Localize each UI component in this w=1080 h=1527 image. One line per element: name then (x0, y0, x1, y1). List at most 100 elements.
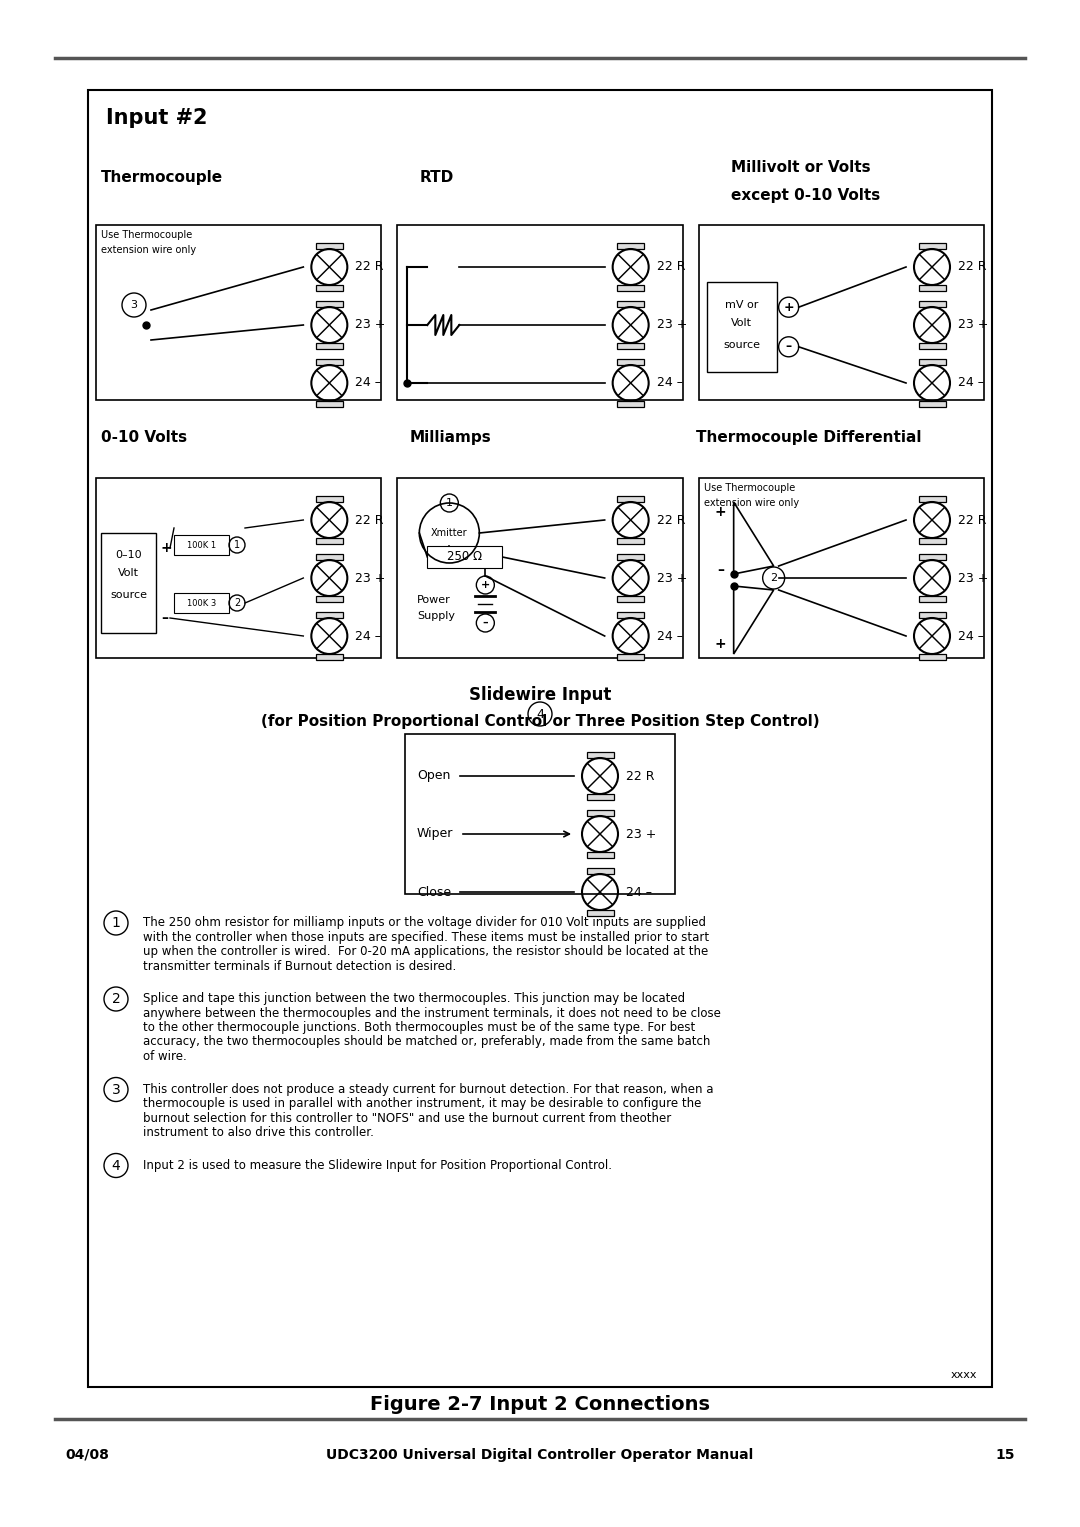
Text: xxxx: xxxx (950, 1370, 977, 1380)
Bar (586, 809, 613, 815)
Text: accuracy, the two thermocouples should be matched or, preferably, made from the : accuracy, the two thermocouples should b… (143, 1035, 711, 1049)
Text: 15: 15 (996, 1448, 1015, 1461)
Bar (586, 794, 613, 800)
Text: 3: 3 (111, 1083, 120, 1096)
Text: 100K 1: 100K 1 (187, 541, 216, 550)
Bar (918, 612, 945, 618)
Bar (617, 344, 644, 350)
Bar (706, 282, 777, 373)
Text: Millivolt or Volts: Millivolt or Volts (731, 160, 870, 176)
Bar (315, 596, 342, 602)
Bar (918, 344, 945, 350)
Bar (617, 654, 644, 660)
Text: 2: 2 (111, 993, 120, 1006)
Bar (315, 344, 342, 350)
Bar (918, 286, 945, 292)
Text: Milliamps: Milliamps (409, 431, 491, 444)
Text: The 250 ohm resistor for milliamp inputs or the voltage divider for 010 Volt inp: The 250 ohm resistor for milliamp inputs… (143, 916, 706, 928)
Text: Use Thermocouple: Use Thermocouple (102, 231, 192, 240)
Text: 22 R: 22 R (626, 770, 654, 782)
Text: 23 +: 23 + (657, 319, 687, 331)
Text: except 0-10 Volts: except 0-10 Volts (731, 188, 880, 203)
Text: Thermocouple Differential: Thermocouple Differential (696, 431, 921, 444)
Text: RTD: RTD (419, 169, 454, 185)
Text: Volt: Volt (118, 568, 139, 579)
Text: –: – (483, 618, 488, 628)
Bar (617, 538, 644, 544)
Text: 24 –: 24 – (657, 377, 683, 389)
Text: 22 R: 22 R (657, 513, 685, 527)
Text: thermocouple is used in parallel with another instrument, it may be desirable to: thermocouple is used in parallel with an… (143, 1096, 701, 1110)
Bar (617, 286, 644, 292)
Text: with the controller when those inputs are specified. These items must be install: with the controller when those inputs ar… (143, 930, 710, 944)
Text: source: source (110, 589, 147, 600)
Text: 24 –: 24 – (958, 629, 984, 643)
Text: transmitter terminals if Burnout detection is desired.: transmitter terminals if Burnout detecti… (143, 959, 456, 973)
Bar (617, 359, 644, 365)
Bar (315, 286, 342, 292)
Text: 22 R: 22 R (958, 261, 986, 273)
Bar (96, 478, 381, 658)
Text: 3: 3 (131, 299, 137, 310)
Text: 22 R: 22 R (355, 261, 383, 273)
Bar (918, 596, 945, 602)
Bar (87, 90, 993, 1387)
Text: extension wire only: extension wire only (102, 244, 197, 255)
Bar (918, 554, 945, 560)
Bar (586, 852, 613, 858)
Text: up when the controller is wired.  For 0-20 mA applications, the resistor should : up when the controller is wired. For 0-2… (143, 945, 708, 957)
Text: Use Thermocouple: Use Thermocouple (704, 483, 795, 493)
Text: 1: 1 (446, 498, 453, 508)
Text: 0-10 Volts: 0-10 Volts (102, 431, 187, 444)
Text: source: source (724, 341, 760, 350)
Text: +: + (161, 541, 173, 554)
Text: 1: 1 (234, 541, 240, 550)
Text: Thermocouple: Thermocouple (102, 169, 224, 185)
Bar (405, 734, 675, 893)
Bar (918, 402, 945, 408)
Text: burnout selection for this controller to "NOFS" and use the burnout current from: burnout selection for this controller to… (143, 1112, 672, 1124)
Text: 22 R: 22 R (657, 261, 685, 273)
Text: +: + (715, 637, 727, 651)
Bar (617, 496, 644, 502)
Text: to the other thermocouple junctions. Both thermocouples must be of the same type: to the other thermocouple junctions. Bot… (143, 1022, 696, 1034)
Text: Close: Close (417, 886, 451, 898)
Bar (96, 224, 381, 400)
Text: 24 –: 24 – (626, 886, 652, 898)
Text: Open: Open (417, 770, 450, 782)
Text: Volt: Volt (731, 318, 752, 327)
Bar (397, 478, 683, 658)
Text: Input 2 is used to measure the Slidewire Input for Position Proportional Control: Input 2 is used to measure the Slidewire… (143, 1159, 612, 1171)
Bar (918, 538, 945, 544)
Text: Xmitter: Xmitter (431, 528, 468, 538)
Bar (102, 533, 156, 634)
Text: –: – (161, 611, 168, 625)
Bar (918, 496, 945, 502)
Text: Slidewire Input: Slidewire Input (469, 686, 611, 704)
Text: 23 +: 23 + (355, 571, 386, 585)
Text: instrument to also drive this controller.: instrument to also drive this controller… (143, 1125, 374, 1139)
Text: 24 –: 24 – (355, 629, 381, 643)
Text: of wire.: of wire. (143, 1051, 187, 1063)
Bar (699, 224, 984, 400)
Bar (586, 751, 613, 757)
Text: –: – (717, 563, 725, 577)
Bar (918, 243, 945, 249)
Text: Power: Power (417, 596, 451, 605)
Text: 2: 2 (770, 573, 778, 583)
Bar (315, 654, 342, 660)
Bar (315, 496, 342, 502)
Text: This controller does not produce a steady current for burnout detection. For tha: This controller does not produce a stead… (143, 1083, 714, 1095)
Text: Input #2: Input #2 (106, 108, 207, 128)
Bar (617, 301, 644, 307)
Bar (174, 592, 229, 612)
Bar (918, 301, 945, 307)
Text: Figure 2-7 Input 2 Connections: Figure 2-7 Input 2 Connections (370, 1396, 710, 1414)
Text: 24 –: 24 – (657, 629, 683, 643)
Bar (315, 554, 342, 560)
Bar (397, 224, 683, 400)
Text: 22 R: 22 R (355, 513, 383, 527)
Text: Splice and tape this junction between the two thermocouples. This junction may b: Splice and tape this junction between th… (143, 993, 685, 1005)
Text: mV or: mV or (725, 299, 758, 310)
Bar (428, 547, 502, 568)
